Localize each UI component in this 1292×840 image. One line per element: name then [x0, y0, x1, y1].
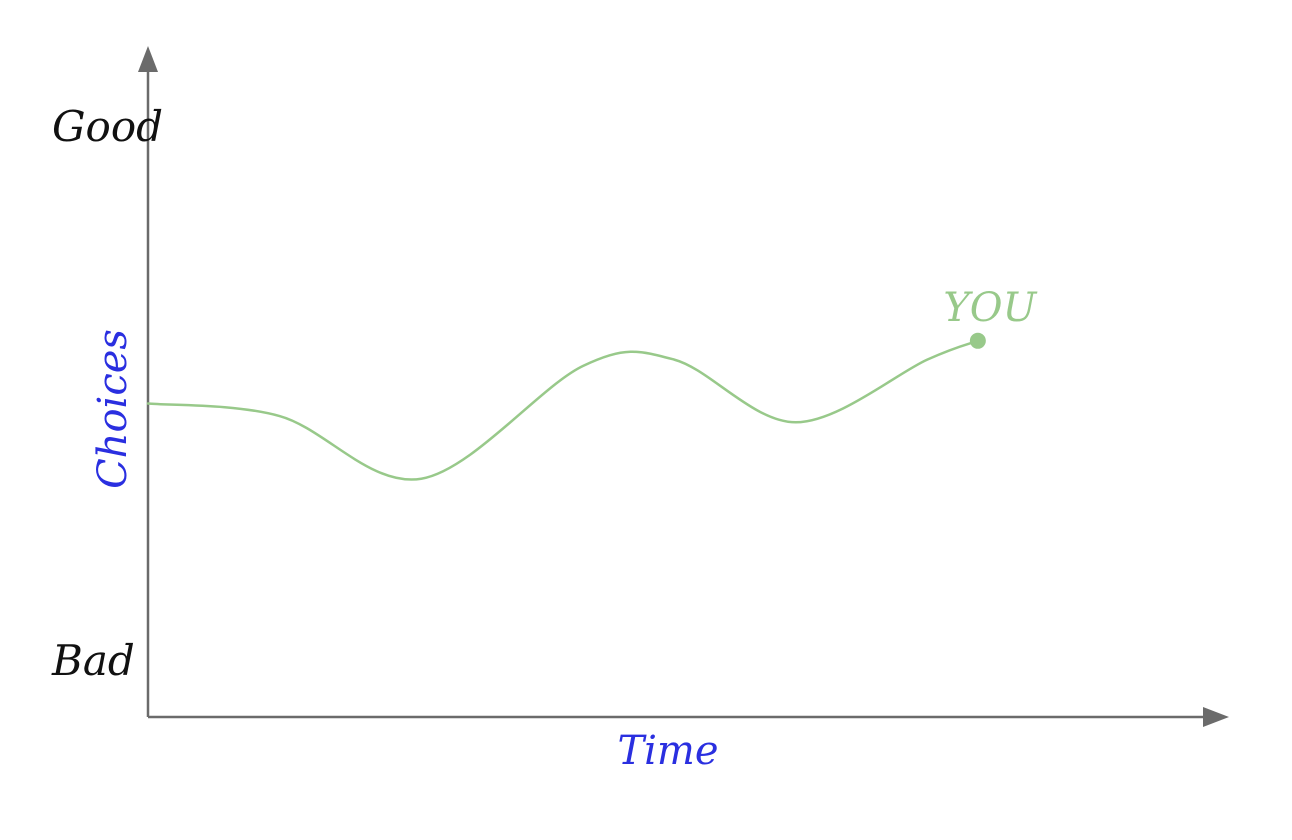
x-axis-arrow [1203, 707, 1229, 727]
y-top-label: Good [52, 102, 163, 151]
series-label: YOU [943, 285, 1037, 331]
y-axis-arrow [138, 46, 158, 72]
y-bottom-label: Bad [51, 636, 135, 685]
x-axis-label: Time [617, 728, 718, 774]
axes [138, 46, 1229, 727]
series-line [146, 339, 980, 481]
series-endpoint-marker [969, 332, 986, 349]
y-axis-label: Choices [90, 329, 136, 489]
series-layer: YOU [146, 285, 1038, 481]
